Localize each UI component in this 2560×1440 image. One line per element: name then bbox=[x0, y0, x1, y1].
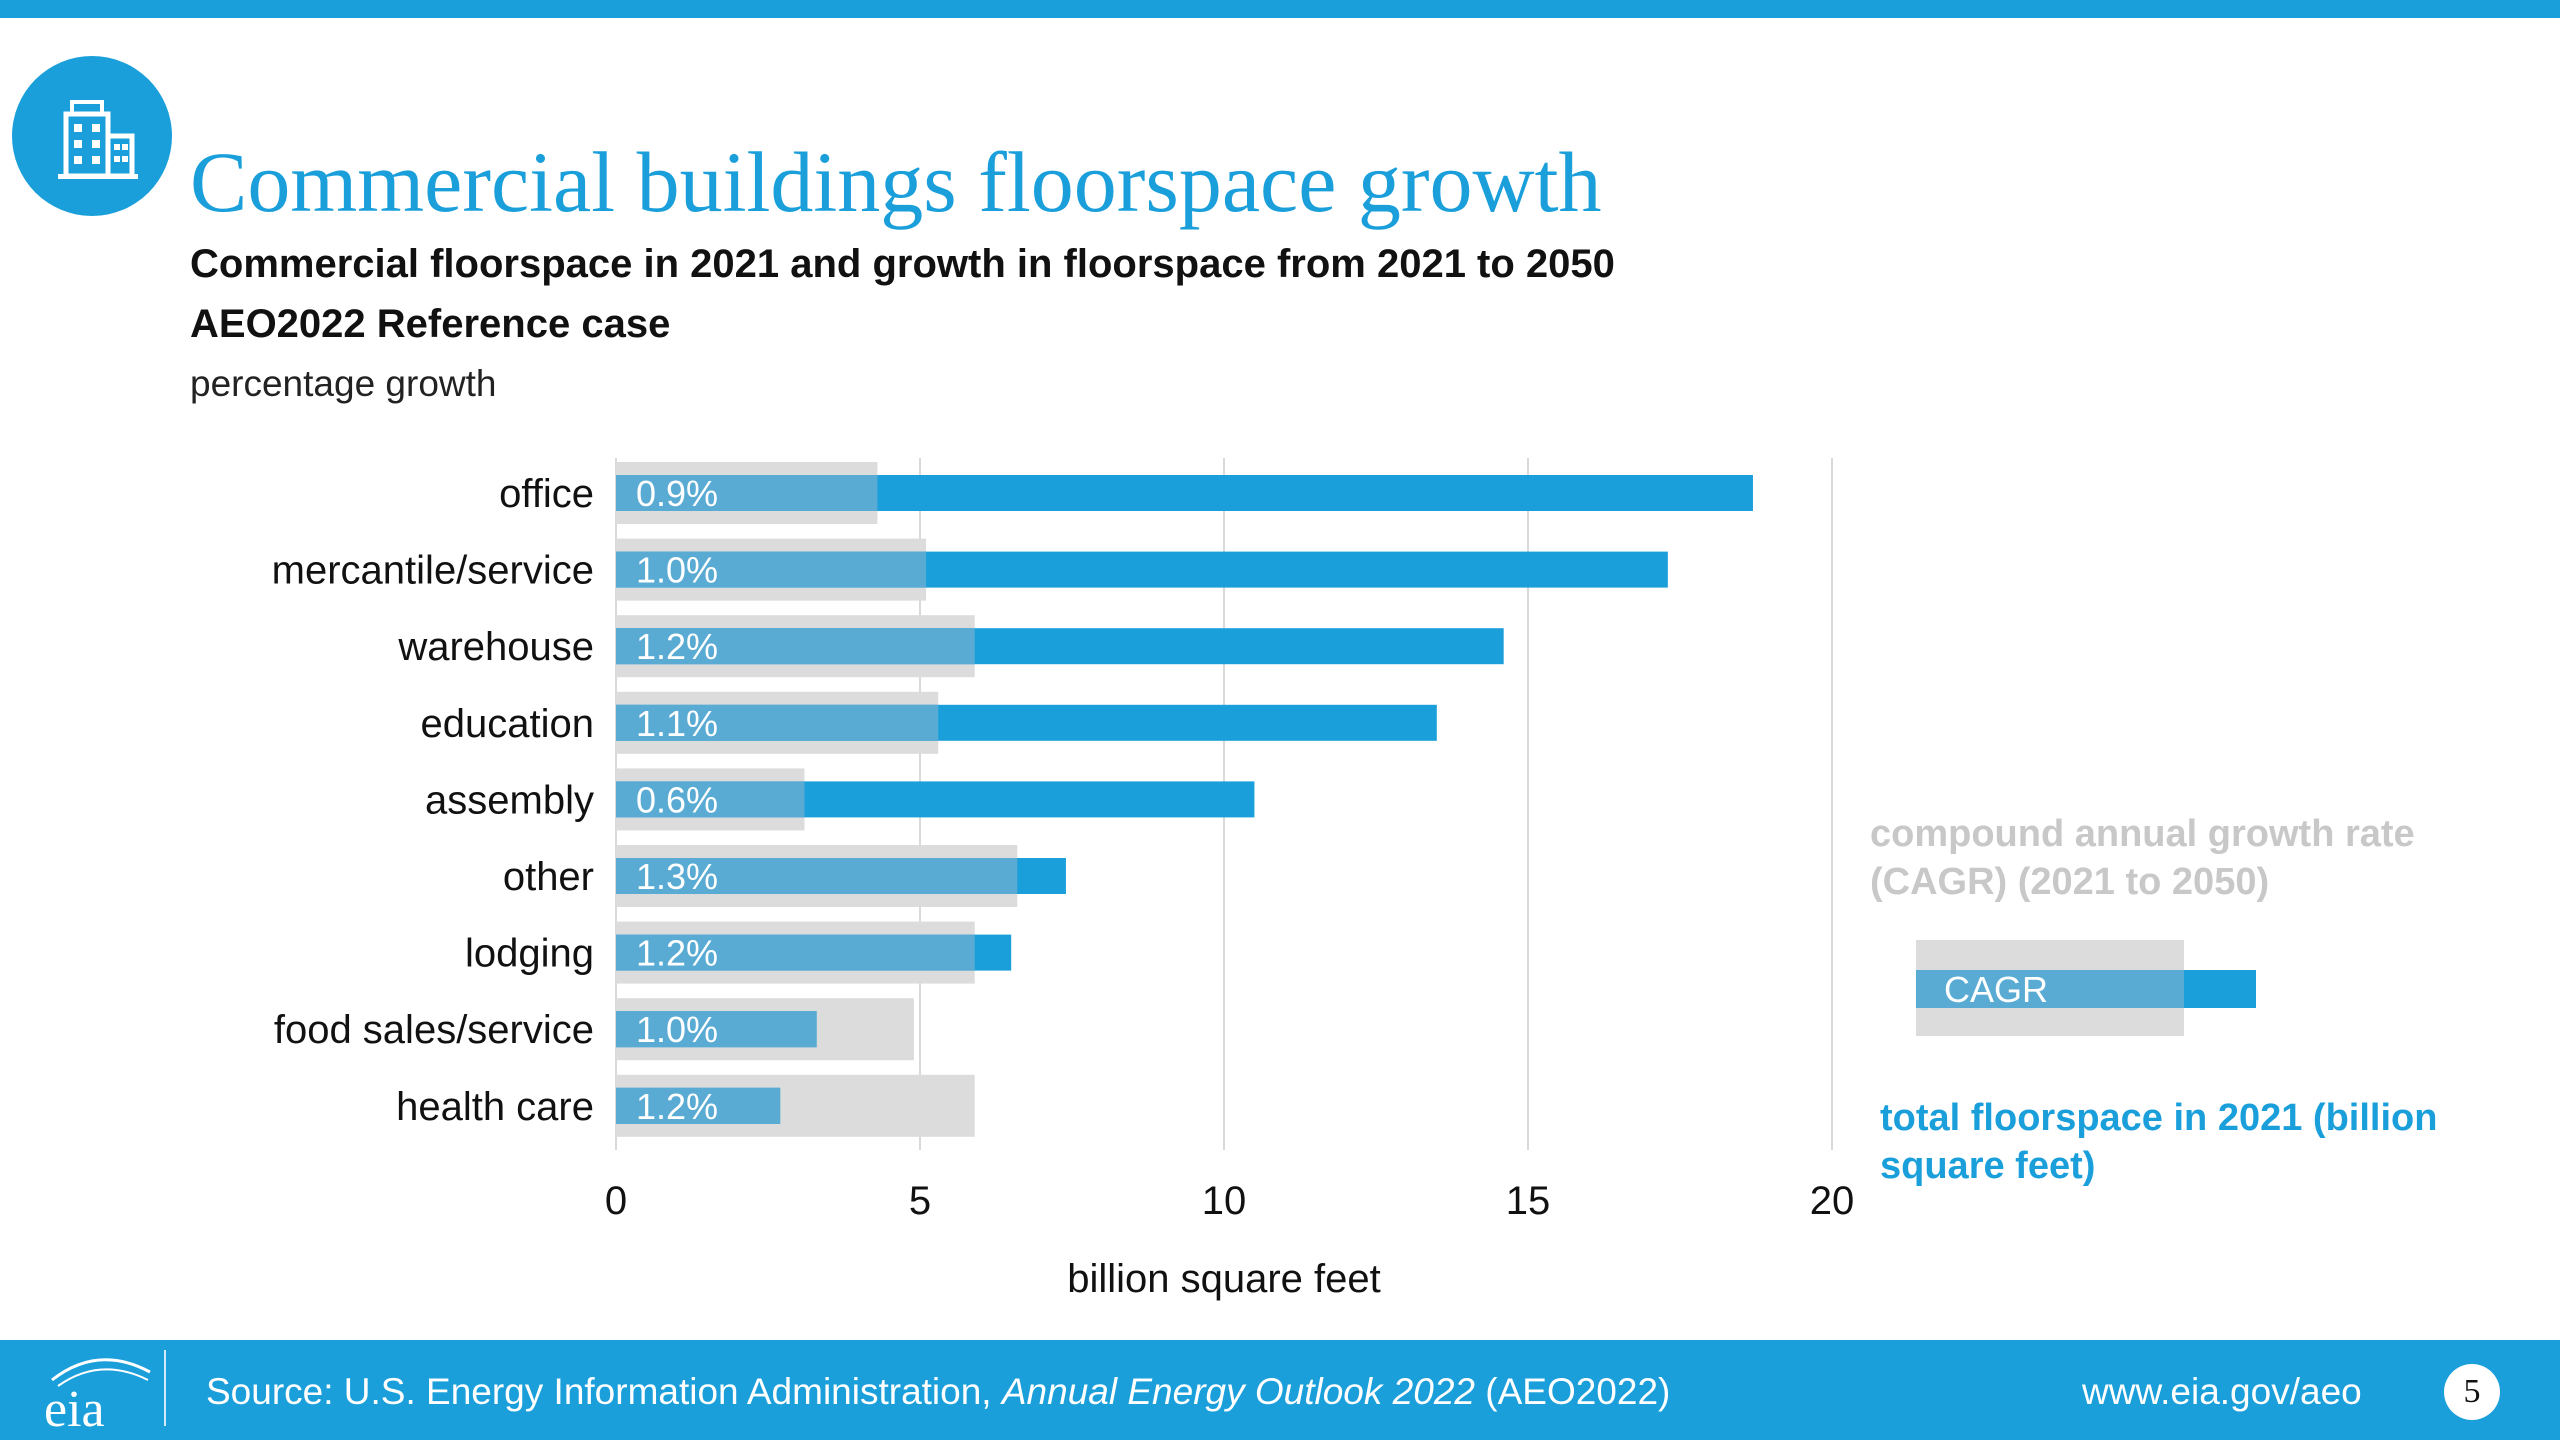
cagr-data-label: 1.2% bbox=[636, 933, 718, 974]
bar-overlap bbox=[616, 858, 1018, 894]
x-tick-label: 15 bbox=[1506, 1179, 1551, 1223]
category-label: health care bbox=[396, 1085, 594, 1129]
units-label: percentage growth bbox=[190, 363, 497, 404]
chart-case-label: AEO2022 Reference case bbox=[190, 302, 671, 346]
x-tick-label: 20 bbox=[1810, 1179, 1855, 1223]
eia-logo-text: eia bbox=[44, 1381, 105, 1434]
footer-divider bbox=[164, 1350, 166, 1426]
source-prefix: Source: U.S. Energy Information Administ… bbox=[206, 1371, 1002, 1412]
bar-overlap bbox=[616, 1011, 817, 1048]
bar-overlap bbox=[616, 704, 939, 741]
cagr-data-label: 1.2% bbox=[636, 626, 718, 667]
x-tick-label: 5 bbox=[909, 1179, 931, 1223]
cagr-data-label: 1.3% bbox=[636, 856, 718, 897]
cagr-data-label: 0.6% bbox=[636, 779, 718, 820]
page-title: Commercial buildings floorspace growth bbox=[190, 134, 1602, 230]
category-label: education bbox=[421, 702, 594, 746]
bar-overlap bbox=[616, 475, 878, 511]
category-label: assembly bbox=[425, 778, 594, 822]
cagr-data-label: 0.9% bbox=[636, 473, 718, 514]
category-label: lodging bbox=[465, 932, 594, 976]
legend-cagr-label: CAGR bbox=[1944, 969, 2049, 1010]
x-tick-label: 0 bbox=[605, 1179, 627, 1223]
building-icon bbox=[12, 56, 172, 216]
category-label: other bbox=[503, 855, 594, 899]
legend-floorspace-description: total floorspace in 2021 (billion square… bbox=[1880, 1097, 2438, 1187]
x-tick-label: 10 bbox=[1202, 1179, 1247, 1223]
cagr-data-label: 1.2% bbox=[636, 1086, 718, 1127]
category-label: office bbox=[499, 472, 594, 516]
bar-overlap bbox=[616, 781, 805, 818]
page-number: 5 bbox=[2444, 1364, 2500, 1420]
category-label: mercantile/service bbox=[272, 549, 594, 593]
footer-url[interactable]: www.eia.gov/aeo bbox=[2082, 1371, 2362, 1412]
bar-overlap bbox=[616, 628, 975, 665]
cagr-data-label: 1.0% bbox=[636, 550, 718, 591]
cagr-data-label: 1.0% bbox=[636, 1009, 718, 1050]
source-citation: Source: U.S. Energy Information Administ… bbox=[206, 1367, 1670, 1417]
bar-overlap bbox=[616, 551, 927, 588]
category-label: food sales/service bbox=[274, 1008, 594, 1052]
eia-logo-icon: eia bbox=[44, 1358, 151, 1434]
category-label: warehouse bbox=[397, 625, 594, 669]
cagr-data-label: 1.1% bbox=[636, 703, 718, 744]
chart-subtitle: Commercial floorspace in 2021 and growth… bbox=[190, 242, 1615, 286]
x-axis-title: billion square feet bbox=[1067, 1257, 1381, 1301]
legend-cagr-description: compound annual growth rate (CAGR) (2021… bbox=[1870, 813, 2415, 903]
legend-swatch-overlap bbox=[1916, 970, 2184, 1008]
floorspace-bar-chart: office 0.9% mercantile/service 1.0% warehous… bbox=[272, 458, 1855, 1301]
top-accent-bar bbox=[0, 0, 2560, 18]
bar-overlap bbox=[616, 1087, 781, 1124]
bar-overlap bbox=[616, 934, 975, 971]
footer-bar bbox=[0, 1340, 2560, 1440]
legend-swatch: CAGR bbox=[1916, 940, 2256, 1036]
source-publication: Annual Energy Outlook 2022 bbox=[1001, 1371, 1475, 1412]
source-suffix: (AEO2022) bbox=[1474, 1371, 1671, 1412]
